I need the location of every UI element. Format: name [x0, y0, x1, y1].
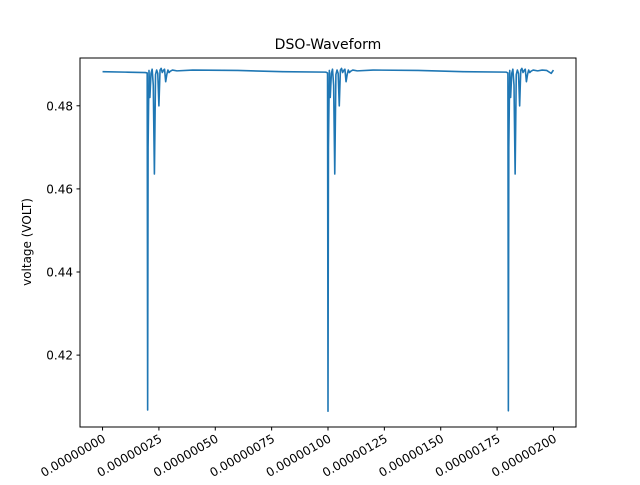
y-tick-label: 0.48 — [46, 99, 73, 113]
chart-title: DSO-Waveform — [275, 37, 382, 53]
y-axis-label: voltage (VOLT) — [20, 198, 34, 286]
y-tick-label: 0.42 — [46, 349, 73, 363]
y-axis-ticks: 0.42 0.44 0.46 0.48 — [46, 99, 80, 363]
series-line — [102, 67, 555, 413]
y-tick-label: 0.46 — [46, 182, 73, 196]
plot-frame — [79, 57, 577, 428]
series-layer — [102, 67, 555, 413]
y-tick-label: 0.44 — [46, 266, 73, 280]
